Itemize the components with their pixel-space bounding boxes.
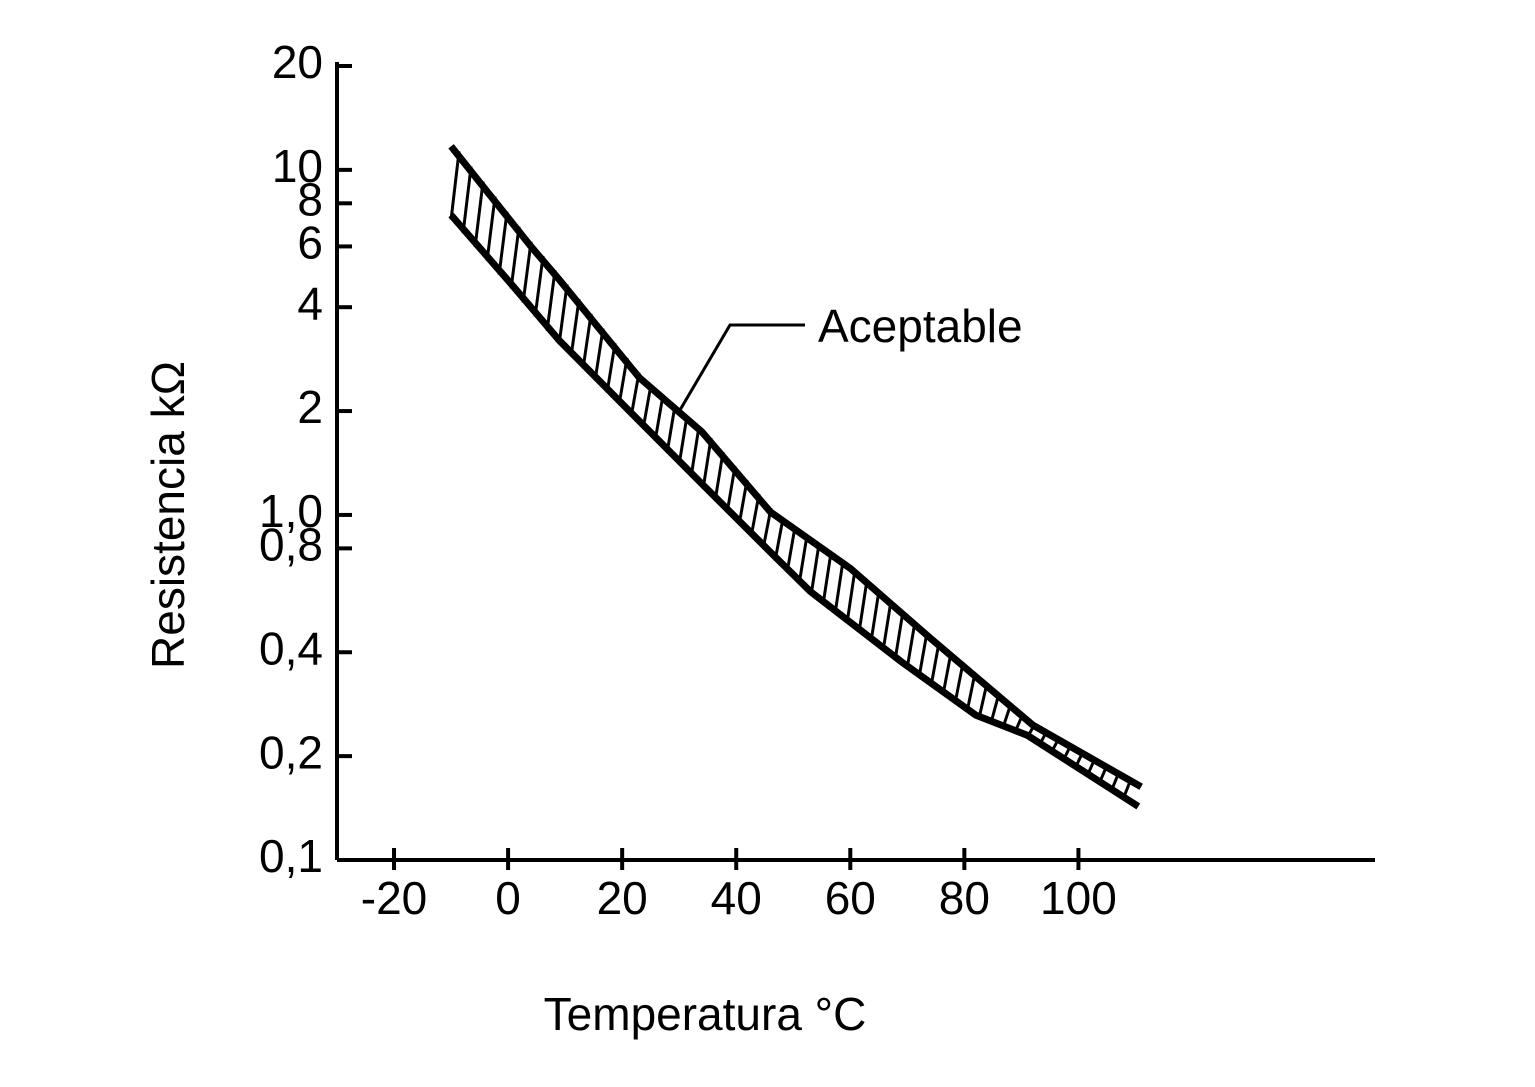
hatch	[677, 415, 689, 466]
hatch	[881, 600, 893, 651]
hatch	[521, 241, 533, 303]
hatch	[857, 579, 869, 633]
hatch	[449, 151, 461, 220]
band-edge	[448, 212, 1141, 810]
hatch	[665, 404, 677, 454]
hatch	[869, 589, 881, 642]
y-tick-label: 10	[272, 140, 323, 192]
hatch	[941, 652, 953, 695]
x-tick-label: -20	[361, 872, 427, 924]
x-tick-label: 20	[597, 872, 648, 924]
y-tick-label: 8	[297, 173, 323, 225]
annotation-leader	[678, 323, 805, 411]
hatch	[473, 181, 485, 248]
hatch	[461, 166, 473, 234]
hatch	[845, 568, 857, 624]
y-tick-label: 0,1	[259, 830, 323, 882]
hatch	[497, 211, 509, 275]
hatch	[917, 631, 929, 678]
y-tick-label: 4	[297, 277, 323, 329]
y-tick-label: 0,2	[259, 726, 323, 778]
band-edge	[448, 144, 1143, 790]
y-tick-label: 1,0	[259, 485, 323, 537]
y-axis-label: Resistencia kΩ	[142, 361, 194, 669]
hatch	[809, 543, 821, 596]
hatch	[797, 534, 809, 585]
x-tick-label: 40	[711, 872, 762, 924]
x-axis-label: Temperatura °C	[544, 988, 867, 1040]
hatch	[509, 226, 521, 289]
y-tick-label: 6	[297, 217, 323, 269]
hatch	[485, 196, 497, 262]
hatch	[689, 425, 701, 478]
hatch	[833, 560, 845, 614]
y-tick-label: 0,4	[259, 622, 323, 674]
hatch	[653, 394, 665, 442]
annotation: Aceptable	[818, 300, 1023, 352]
x-tick-label: 100	[1040, 872, 1117, 924]
y-tick-label: 0,8	[259, 519, 323, 571]
hatch	[905, 621, 917, 669]
hatch	[929, 641, 941, 687]
hatch	[533, 255, 545, 317]
hatch	[821, 551, 833, 605]
hatch	[785, 526, 797, 573]
x-tick-label: 80	[939, 872, 990, 924]
hatch	[569, 298, 581, 357]
hatch	[557, 284, 569, 345]
x-tick-label: 0	[495, 872, 521, 924]
x-tick-label: 60	[825, 872, 876, 924]
hatch	[893, 610, 905, 661]
hatch	[701, 437, 713, 490]
hatch	[581, 313, 593, 369]
y-tick-label: 2	[297, 381, 323, 433]
y-tick-label: 20	[272, 36, 323, 88]
hatch	[545, 269, 557, 332]
